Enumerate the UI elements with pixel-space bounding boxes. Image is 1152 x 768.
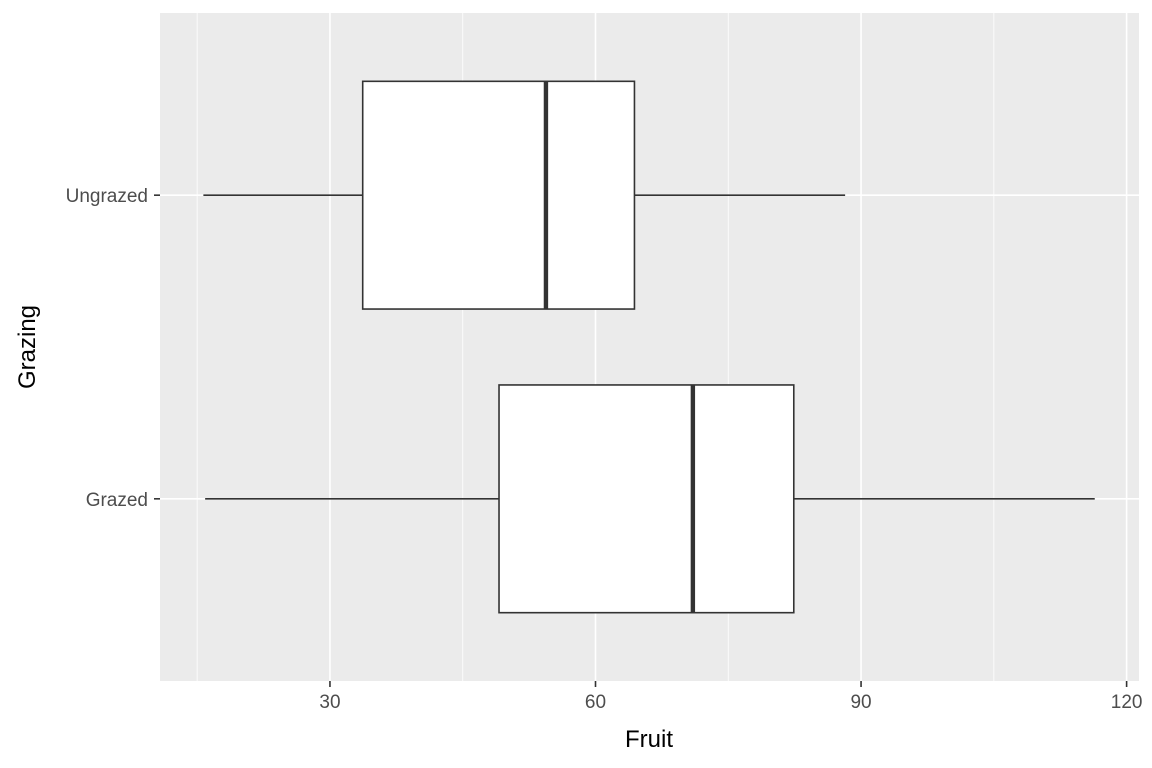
x-tick-label: 90 — [850, 692, 871, 713]
box-grazed — [205, 384, 1095, 614]
x-tick-label: 120 — [1111, 692, 1143, 713]
box-series — [203, 80, 1095, 614]
x-axis-title: Fruit — [625, 726, 673, 753]
box-iqr — [361, 80, 636, 310]
box-iqr — [498, 384, 795, 614]
x-tick-label: 30 — [319, 692, 340, 713]
y-tick-label: Ungrazed — [66, 186, 148, 207]
box-ungrazed — [203, 80, 846, 310]
x-tick-label: 60 — [585, 692, 606, 713]
y-axis-title: Grazing — [14, 305, 41, 389]
x-axis: 30 60 90 120 — [319, 681, 1142, 713]
y-axis: Grazed Ungrazed — [66, 186, 160, 511]
y-tick-label: Grazed — [86, 490, 148, 511]
